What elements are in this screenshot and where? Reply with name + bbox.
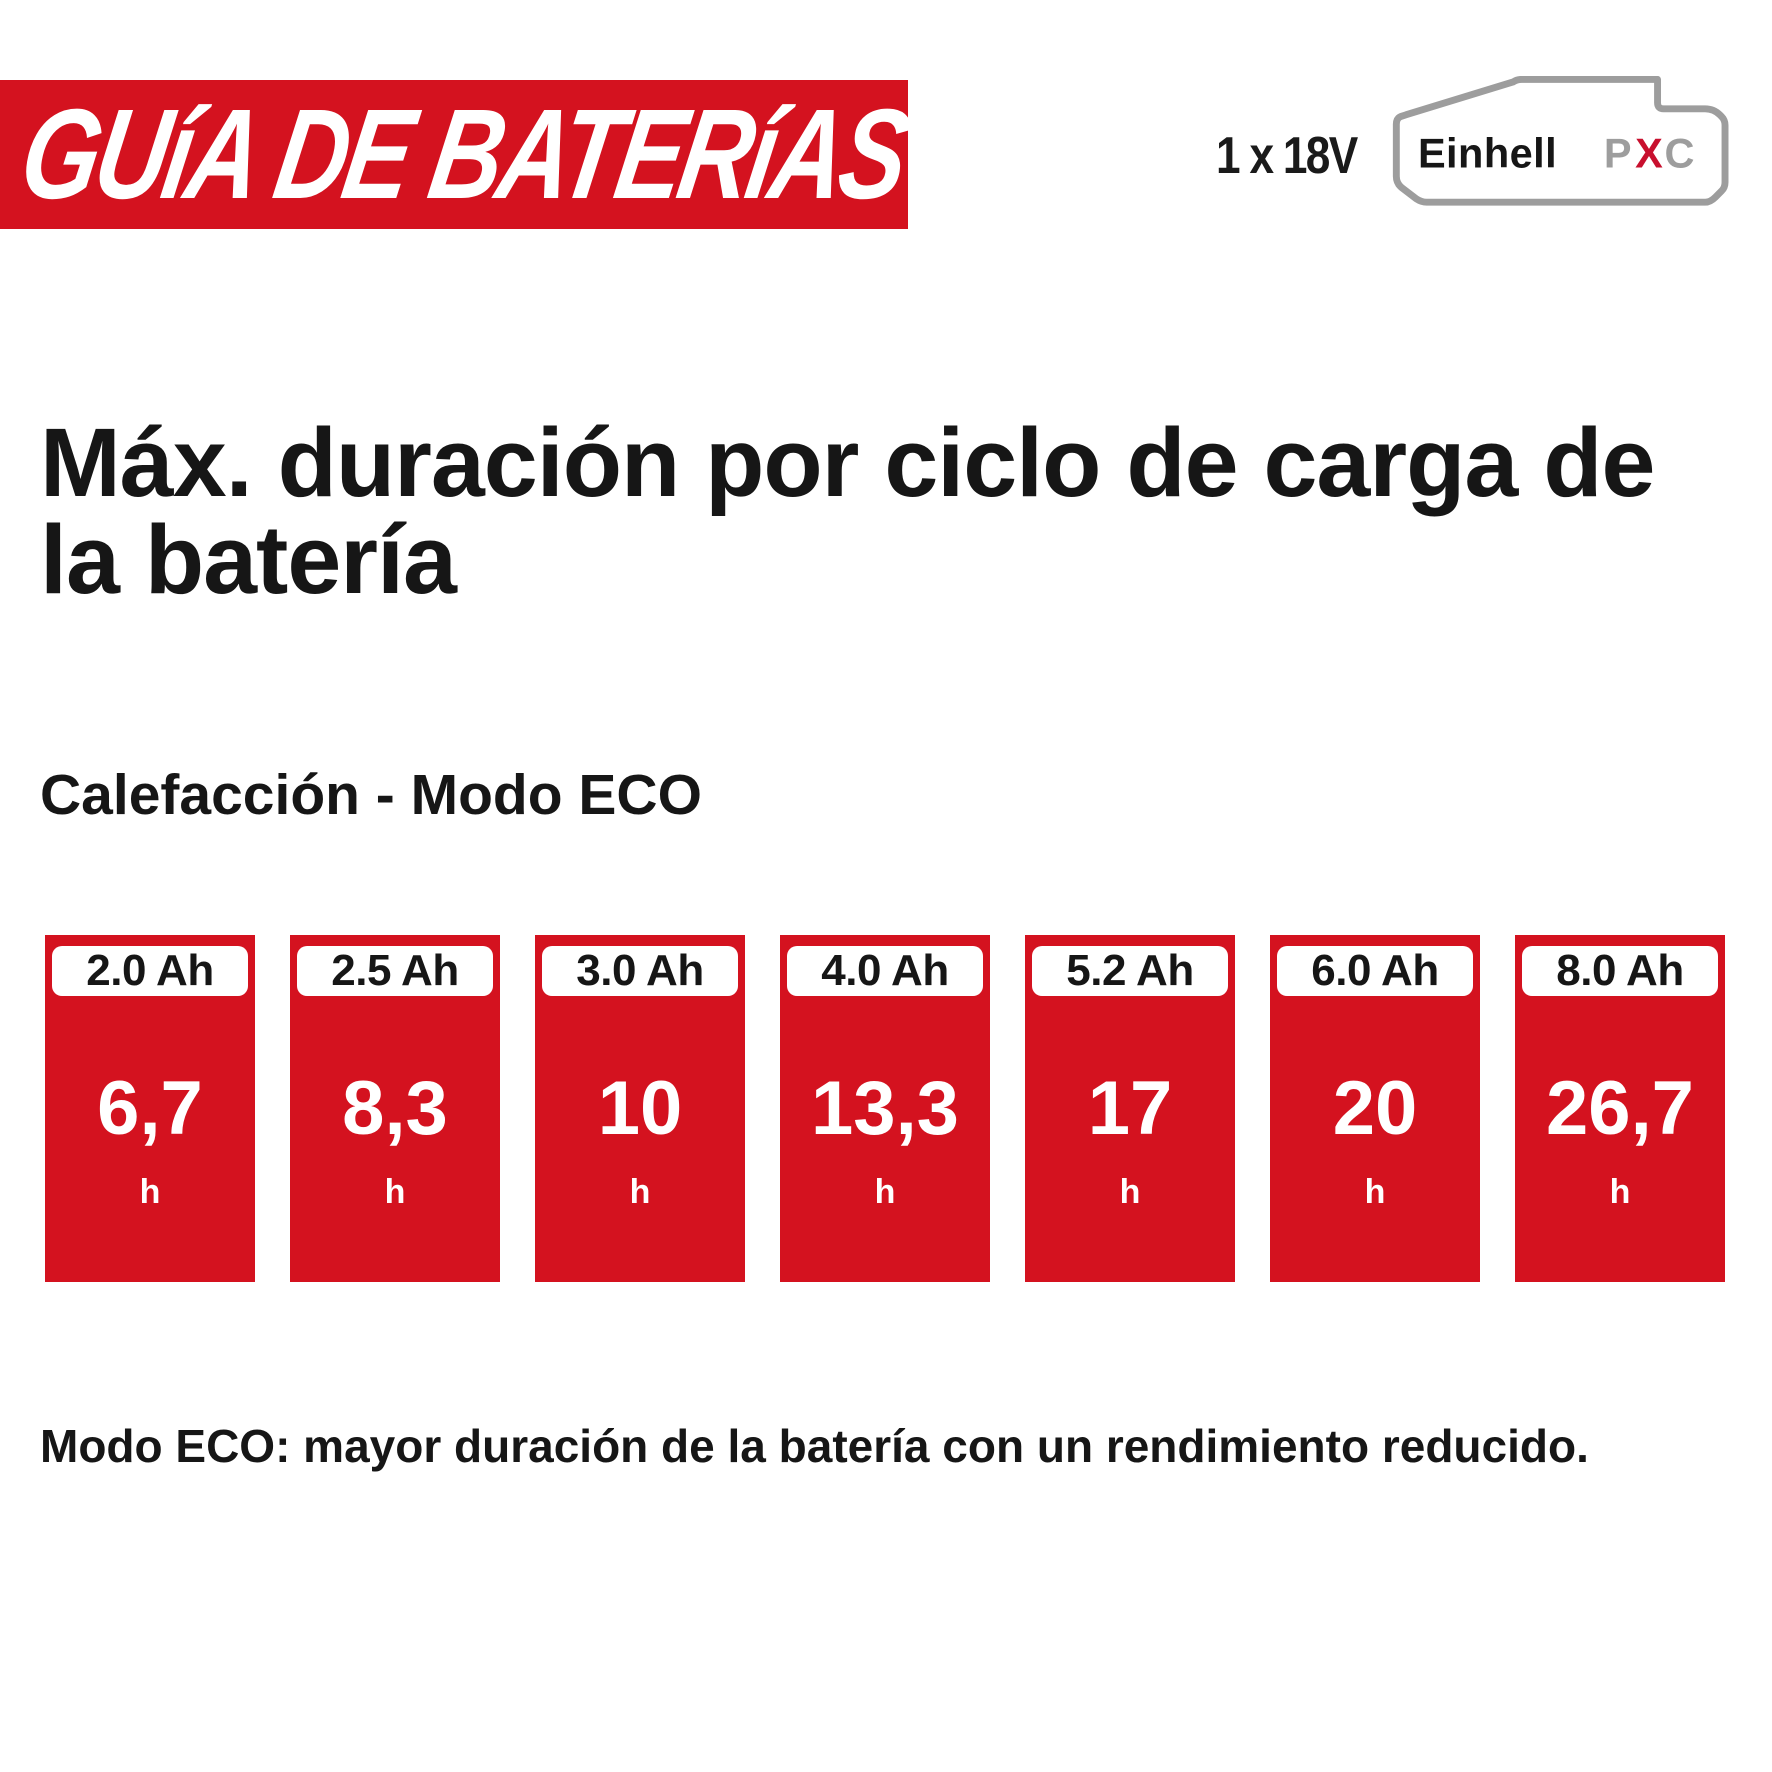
svg-text:X: X — [1635, 130, 1663, 177]
svg-text:P: P — [1604, 130, 1632, 177]
svg-text:C: C — [1664, 130, 1694, 177]
svg-text:Einhell: Einhell — [1418, 130, 1557, 177]
